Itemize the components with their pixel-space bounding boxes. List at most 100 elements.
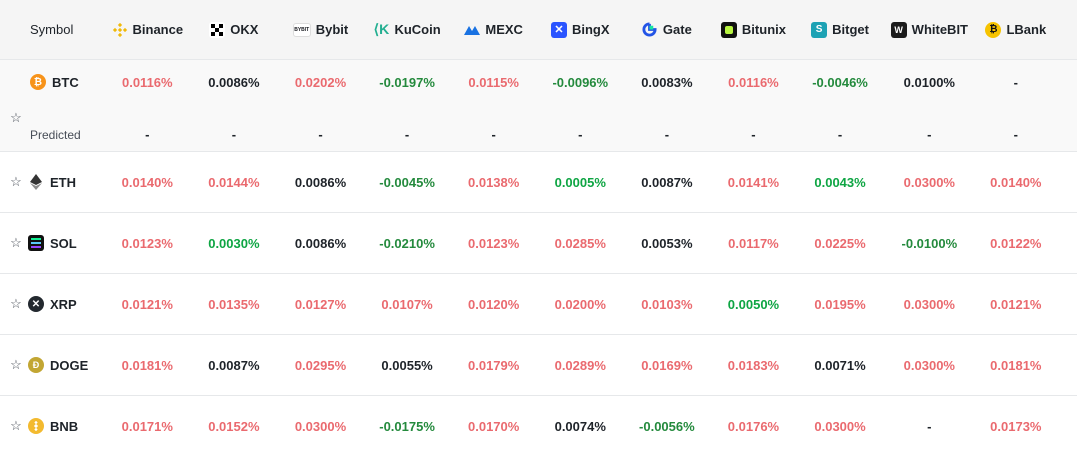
rate-cell: -: [1013, 74, 1019, 90]
symbol-name: DOGE: [50, 357, 89, 373]
predicted-cell: -: [751, 127, 756, 142]
predicted-cell: -: [927, 127, 932, 142]
rate-cell: 0.0170%: [468, 418, 520, 434]
doge-icon: Ð: [28, 357, 44, 373]
exchange-header-bitunix[interactable]: Bitunix: [710, 21, 797, 38]
rate-cell: 0.0152%: [208, 418, 260, 434]
rate-cell: 0.0120%: [468, 296, 520, 312]
rate-cell: -0.0045%: [379, 174, 435, 190]
rate-cell: 0.0086%: [294, 174, 347, 190]
star-icon[interactable]: ☆: [10, 296, 22, 311]
rate-cell: 0.0300%: [814, 418, 866, 434]
rate-cell: 0.0300%: [294, 418, 347, 434]
exchange-name: LBank: [1006, 22, 1047, 37]
rate-cell: -0.0100%: [901, 235, 958, 251]
rate-cell: -0.0056%: [639, 418, 695, 434]
exchange-header-bingx[interactable]: ✕ BingX: [537, 21, 624, 38]
rate-cell: 0.0202%: [294, 74, 347, 90]
predicted-label-cell: Predicted: [0, 114, 104, 142]
predicted-cell: -: [491, 127, 496, 142]
star-icon[interactable]: ☆: [10, 110, 22, 125]
exchange-header-okx[interactable]: OKX: [191, 21, 278, 38]
symbol-cell: ☆ SOL: [0, 235, 104, 251]
rate-cell: 0.0121%: [990, 296, 1042, 312]
exchange-header-lbank[interactable]: ₿ LBank: [975, 21, 1056, 38]
gate-icon: [642, 22, 658, 38]
bnb-icon: [28, 418, 44, 434]
rate-cell: 0.0116%: [121, 74, 173, 90]
star-icon[interactable]: ☆: [10, 418, 22, 433]
rate-cell: 0.0289%: [554, 357, 606, 373]
exchange-header-binance[interactable]: Binance: [104, 22, 191, 38]
exchange-name: KuCoin: [394, 22, 441, 37]
star-icon[interactable]: ☆: [10, 235, 22, 250]
table-header: Symbol Binance OKX BYBIT Bybit: [0, 0, 1077, 60]
rate-cell: 0.0087%: [641, 174, 693, 190]
exchange-header-bybit[interactable]: BYBIT Bybit: [277, 22, 364, 37]
rate-cell: 0.0181%: [990, 357, 1042, 373]
rate-cell: 0.0100%: [903, 74, 955, 90]
rate-cell: 0.0183%: [727, 357, 780, 373]
kucoin-icon: ⟨K: [373, 21, 390, 37]
binance-icon: [112, 22, 128, 38]
rate-cell: 0.0171%: [121, 418, 173, 434]
rate-cell: 0.0169%: [641, 357, 693, 373]
exchange-name: Gate: [662, 22, 692, 37]
symbol-label: Symbol: [30, 22, 74, 37]
exchange-header-gate[interactable]: Gate: [624, 22, 711, 38]
table-row-btc[interactable]: ☆ ₿ BTC 0.0116% 0.0086% 0.0202% -0.0197%…: [0, 60, 1077, 152]
rate-cell: 0.0053%: [641, 235, 693, 251]
table-row-xrp[interactable]: ☆ ✕ XRP 0.0121% 0.0135% 0.0127% 0.0107% …: [0, 274, 1077, 335]
star-icon[interactable]: ☆: [10, 174, 22, 189]
rate-cell: 0.0122%: [990, 235, 1042, 251]
rate-cell: 0.0285%: [554, 235, 606, 251]
symbol-cell: ☆ BNB: [0, 418, 104, 434]
rate-cell: 0.0055%: [381, 357, 433, 373]
btc-icon: ₿: [30, 74, 46, 90]
table-row-doge[interactable]: ☆ Ð DOGE 0.0181% 0.0087% 0.0295% 0.0055%…: [0, 335, 1077, 396]
rate-cell: 0.0225%: [814, 235, 866, 251]
symbol-column-header: Symbol: [0, 22, 104, 37]
symbol-name: BNB: [50, 418, 79, 434]
rate-cell: 0.0121%: [121, 296, 173, 312]
exchange-header-whitebit[interactable]: W WhiteBIT: [883, 21, 975, 38]
exchange-header-mexc[interactable]: MEXC: [450, 22, 537, 38]
bitget-icon: S: [811, 21, 828, 38]
symbol-cell: ☆ ETH: [0, 174, 104, 190]
symbol-cell: ☆ Ð DOGE: [0, 357, 104, 373]
exchange-name: Bitunix: [741, 22, 786, 37]
rate-cell: 0.0117%: [728, 235, 779, 251]
rate-cell: 0.0123%: [468, 235, 520, 251]
rate-cell: -0.0046%: [812, 74, 868, 90]
rate-cell: 0.0103%: [641, 296, 693, 312]
rate-cell: 0.0140%: [990, 174, 1042, 190]
table-row-bnb[interactable]: ☆ BNB 0.0171% 0.0152% 0.0300% -0.0175% 0…: [0, 396, 1077, 456]
predicted-cell: -: [318, 127, 323, 142]
table-row-eth[interactable]: ☆ ETH 0.0140% 0.0144% 0.0086% -0.0045% 0…: [0, 152, 1077, 213]
rate-cell: 0.0116%: [728, 74, 779, 90]
eth-icon: [28, 174, 44, 190]
symbol-name: XRP: [50, 296, 77, 312]
exchange-header-bitget[interactable]: S Bitget: [797, 21, 884, 38]
predicted-cell: -: [404, 127, 410, 142]
star-icon[interactable]: ☆: [10, 357, 22, 372]
exchange-name: OKX: [230, 22, 259, 37]
rate-cell: 0.0300%: [903, 357, 955, 373]
rate-cell: 0.0086%: [294, 235, 347, 251]
exchange-name: BingX: [571, 22, 610, 37]
rate-cell: 0.0043%: [814, 174, 866, 190]
exchange-header-kucoin[interactable]: ⟨K KuCoin: [364, 21, 451, 38]
rate-cell: 0.0083%: [641, 74, 693, 90]
exchange-name: Bybit: [315, 22, 349, 37]
symbol-name: BTC: [52, 74, 79, 90]
bingx-icon: ✕: [550, 21, 567, 38]
rate-cell: 0.0295%: [294, 357, 347, 373]
bitunix-icon: [720, 21, 737, 38]
whitebit-icon: W: [890, 21, 907, 38]
rate-cell: -0.0175%: [379, 418, 435, 434]
sol-icon: [28, 235, 44, 251]
table-row-sol[interactable]: ☆ SOL 0.0123% 0.0030% 0.0086% -0.0210% 0…: [0, 213, 1077, 274]
rate-cell: 0.0074%: [554, 418, 606, 434]
rate-cell: 0.0135%: [208, 296, 260, 312]
